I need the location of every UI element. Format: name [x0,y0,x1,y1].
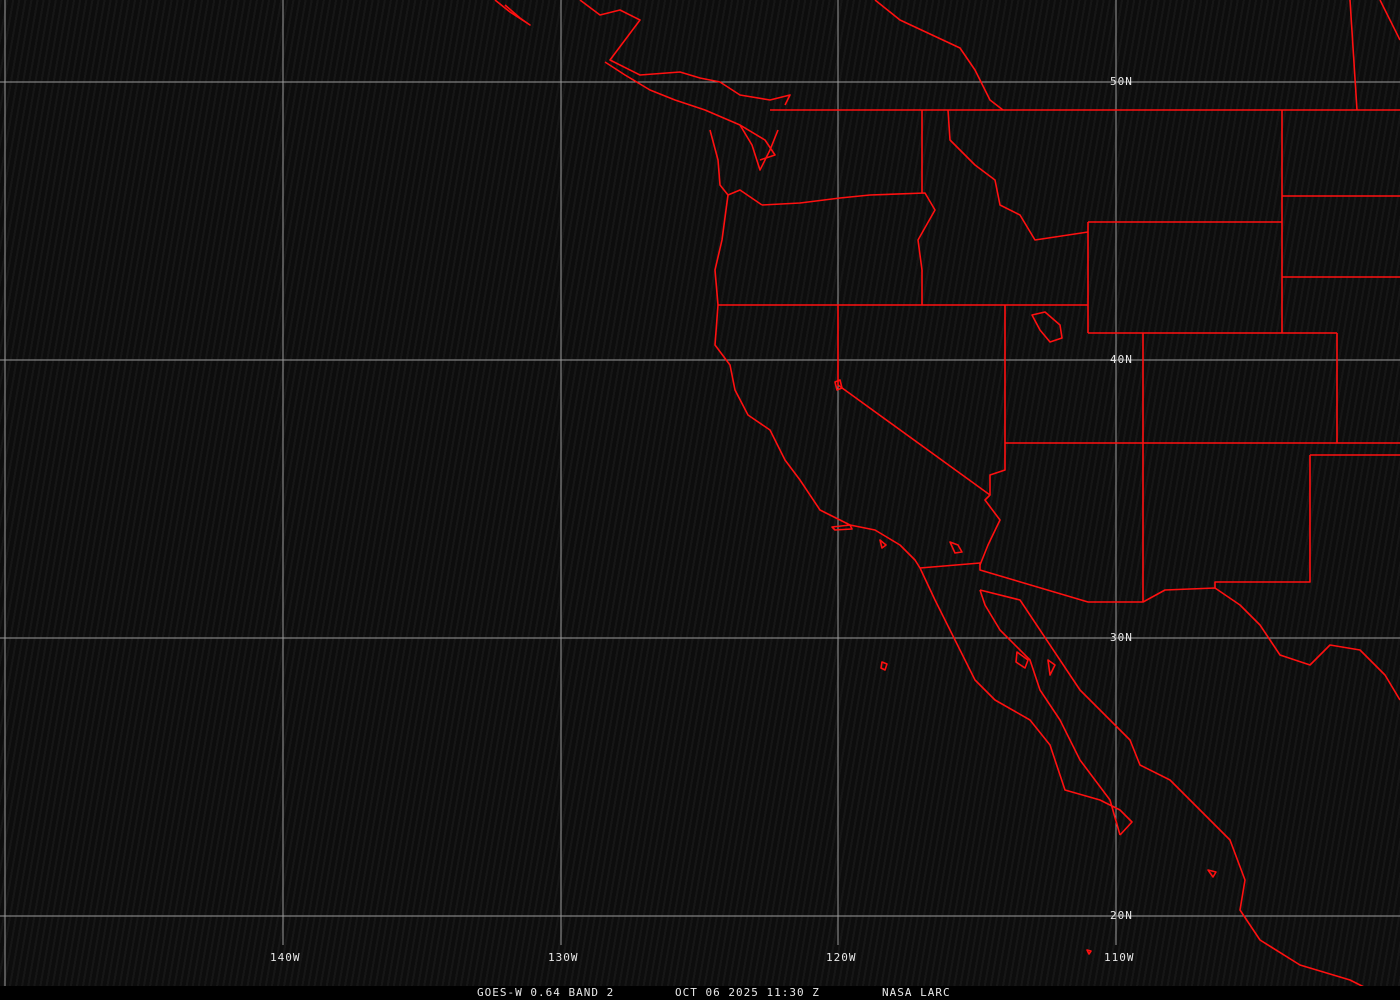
canada-interior-3 [1379,0,1400,41]
lake-tahoe [834,379,843,391]
channel-island [831,524,853,531]
oregon-coast [714,194,729,306]
great-salt-lake [1031,311,1063,343]
lat-label-30n: 30N [1110,631,1133,644]
salton-sea [949,541,963,554]
tiburon-island [1015,651,1029,669]
baja-west-coast [919,567,1133,836]
bc-coast [494,0,531,26]
lat-label-20n: 20N [1110,909,1133,922]
guadalupe-island [880,661,888,671]
caption-credit: NASA LARC [882,986,951,999]
canada-interior [874,0,1004,111]
mexico-gulf-coast [979,589,1371,991]
lon-label-120w: 120W [826,951,857,964]
caption-product: GOES-W 0.64 BAND 2 [477,986,615,999]
nevada-east-border [989,305,1006,495]
baja-east-coast [979,589,1121,836]
revillagigedo [1086,949,1092,955]
islas-marias [1207,869,1217,878]
channel-island-2 [879,539,887,549]
new-mexico-east-border [1214,455,1311,588]
bc-coast-2 [579,0,791,106]
political-borders [494,0,1400,991]
lon-label-130w: 130W [548,951,579,964]
lon-label-140w: 140W [270,951,301,964]
us-mexico-border [919,562,1400,701]
vancouver-island [604,61,776,161]
image-caption: GOES-W 0.64 BAND 2 OCT 06 2025 11:30 Z N… [0,986,1400,1000]
lon-label-110w: 110W [1104,951,1135,964]
idaho-montana-border [947,109,1089,241]
canada-interior-2 [1349,0,1358,111]
california-coast [714,304,921,569]
lat-label-40n: 40N [1110,353,1133,366]
oregon-washington-border [761,192,936,305]
puget-sound [739,124,779,171]
gulf-island [1047,659,1056,676]
caption-datetime: OCT 06 2025 11:30 Z [675,986,820,999]
lat-label-50n: 50N [1110,75,1133,88]
washington-coast [709,129,763,206]
california-nevada-border [837,305,1001,566]
